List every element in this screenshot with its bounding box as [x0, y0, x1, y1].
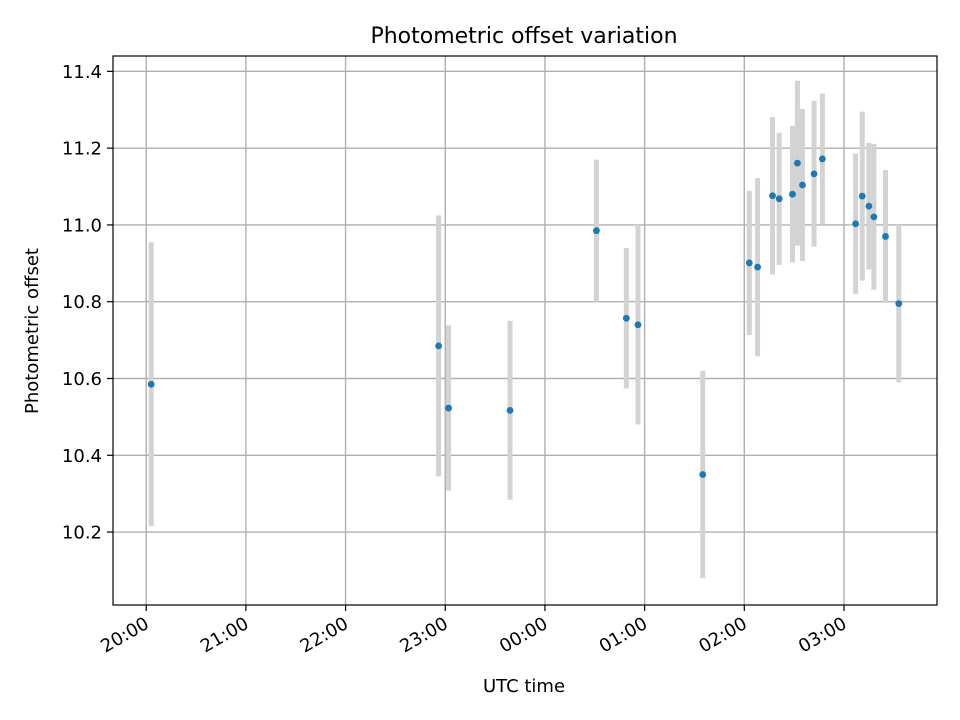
data-point — [794, 159, 801, 167]
data-point — [882, 233, 889, 240]
y-tick-label: 10.8 — [62, 292, 102, 313]
y-axis-label: Photometric offset — [22, 248, 43, 414]
data-point — [810, 170, 818, 178]
y-tick-label: 10.4 — [62, 446, 102, 467]
data-point — [745, 259, 753, 267]
data-point — [622, 314, 630, 322]
data-point — [865, 202, 873, 210]
data-point — [799, 181, 806, 189]
data-point — [769, 192, 776, 200]
data-markers — [147, 155, 903, 478]
data-point — [858, 192, 866, 200]
x-axis: 20:00 21:00 22:00 23:00 00:00 01:00 02:00 03:00 — [97, 605, 850, 657]
y-tick-label: 10.6 — [62, 369, 102, 390]
chart-title: Photometric offset variation — [370, 24, 677, 49]
data-point — [870, 213, 878, 221]
x-axis-label: UTC time — [483, 676, 565, 697]
y-tick-label: 11.2 — [62, 139, 102, 160]
x-tick-label: 02:00 — [695, 613, 750, 657]
data-point — [147, 380, 155, 388]
data-point — [818, 155, 826, 163]
y-tick-label: 10.2 — [62, 523, 102, 544]
y-tick-label: 11.4 — [62, 62, 102, 83]
data-point — [634, 321, 642, 329]
data-point — [754, 263, 761, 271]
y-tick-label: 11.0 — [62, 215, 102, 236]
x-tick-label: 22:00 — [297, 613, 352, 657]
data-point — [699, 471, 707, 478]
data-point — [506, 406, 514, 414]
data-point — [435, 342, 443, 350]
data-point — [895, 300, 903, 308]
data-point — [852, 220, 859, 228]
x-tick-label: 03:00 — [795, 613, 850, 657]
y-axis: 10.2 10.4 10.6 10.8 11.0 11.2 11.4 — [62, 62, 113, 544]
x-tick-label: 01:00 — [596, 613, 651, 657]
error-bars — [148, 80, 902, 579]
data-point — [445, 404, 452, 412]
plot-frame — [112, 55, 938, 606]
x-tick-label: 20:00 — [97, 613, 152, 657]
x-tick-label: 21:00 — [197, 613, 252, 657]
data-point — [775, 195, 783, 203]
x-tick-label: 00:00 — [496, 613, 551, 657]
data-point — [593, 227, 600, 235]
x-tick-label: 23:00 — [396, 613, 451, 657]
data-point — [789, 190, 796, 198]
